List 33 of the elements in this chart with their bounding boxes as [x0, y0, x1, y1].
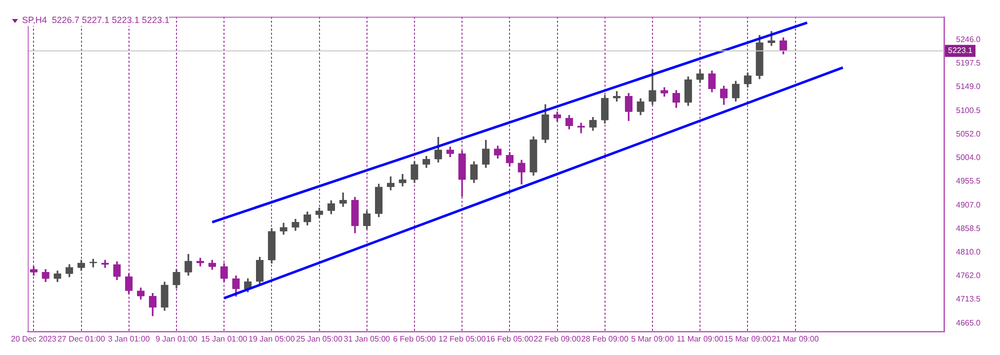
x-tick-label: 21 Mar 09:00 [772, 334, 820, 344]
y-tick-label: 4955.5 [956, 176, 982, 186]
x-tick-label: 3 Jan 01:00 [108, 334, 150, 344]
x-tick-label: 6 Feb 05:00 [393, 334, 436, 344]
y-tick-label: 4762.0 [956, 271, 982, 280]
y-tick-label: 5197.5 [956, 58, 982, 68]
y-tick-label: 4907.0 [956, 200, 982, 210]
y-tick-label: 5149.0 [956, 82, 982, 92]
x-tick-label: 22 Feb 09:00 [534, 334, 582, 344]
x-tick-label: 25 Jan 05:00 [296, 334, 343, 344]
x-tick-label: 20 Dec 2023 [10, 334, 57, 344]
x-tick-label: 15 Jan 01:00 [200, 334, 248, 344]
x-tick-label: 28 Feb 09:00 [581, 334, 629, 344]
y-tick-label: 5052.0 [956, 130, 982, 139]
y-tick-label: 5246.0 [956, 34, 982, 44]
x-tick-label: 5 Mar 09:00 [631, 334, 674, 344]
y-tick-label: 4713.5 [956, 294, 982, 304]
x-tick-label: 31 Jan 05:00 [344, 334, 391, 344]
x-tick-label: 19 Jan 05:00 [248, 334, 296, 344]
y-tick-label: 5004.0 [956, 152, 982, 162]
x-tick-label: 15 Mar 09:00 [724, 334, 772, 344]
ref-line-label: 5223.1 [948, 46, 974, 56]
chart-title: SP,H4 5226.7 5227.1 5223.1 5223.1 [22, 15, 170, 26]
x-tick-label: 11 Mar 09:00 [676, 334, 724, 344]
y-tick-label: 5100.5 [956, 106, 982, 115]
x-tick-label: 12 Feb 05:00 [438, 334, 486, 344]
x-tick-label: 27 Dec 01:00 [57, 334, 106, 344]
x-tick-label: 9 Jan 01:00 [156, 334, 198, 344]
y-tick-label: 4665.0 [956, 318, 982, 328]
y-tick-label: 4858.5 [956, 224, 982, 233]
y-tick-label: 4810.0 [956, 248, 982, 257]
candlestick [577, 122, 585, 134]
x-tick-label: 16 Feb 05:00 [486, 334, 534, 344]
